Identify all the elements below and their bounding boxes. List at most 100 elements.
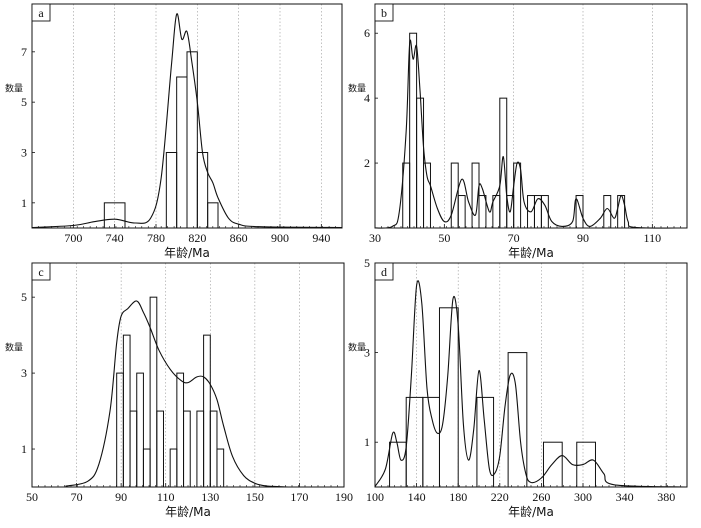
y-tick-label: 6: [364, 26, 370, 40]
x-tick-label: 300: [574, 490, 592, 504]
histogram-bar: [513, 162, 522, 229]
x-tick-label: 340: [616, 490, 634, 504]
histogram-bar: [196, 151, 209, 229]
x-axis-label: 年龄/Ma: [508, 505, 554, 519]
histogram-bar: [116, 372, 124, 488]
histogram-bar: [122, 334, 131, 488]
histogram-bar: [499, 97, 508, 229]
histogram-bar: [149, 296, 158, 488]
x-tick-label: 140: [408, 490, 426, 504]
plot-frame: [374, 262, 688, 488]
panel-letter-box: [374, 262, 394, 281]
x-tick-label: 380: [657, 490, 675, 504]
x-axis-label: 年龄/Ma: [165, 505, 211, 519]
x-tick-label: 220: [491, 490, 509, 504]
histogram-bar: [203, 334, 211, 488]
x-tick-label: 860: [230, 231, 248, 245]
y-axis-label: 数量: [5, 82, 23, 94]
x-tick-label: 50: [26, 490, 38, 504]
histogram-bar: [176, 76, 188, 229]
x-tick-label: 130: [201, 490, 219, 504]
x-tick-label: 190: [335, 490, 353, 504]
density-curve: [374, 280, 688, 488]
histogram-bar: [576, 441, 596, 488]
x-tick-label: 900: [271, 231, 289, 245]
y-tick-label: 2: [364, 156, 370, 170]
panel-letter: d: [381, 265, 387, 279]
histogram-bar: [216, 448, 225, 488]
x-axis-label: 年龄/Ma: [508, 246, 554, 260]
y-tick-label: 1: [364, 435, 370, 449]
x-tick-label: 740: [106, 231, 124, 245]
x-tick-label: 90: [577, 231, 589, 245]
x-tick-label: 100: [366, 490, 384, 504]
panel-letter-box: [31, 262, 51, 281]
histogram-bar: [142, 448, 151, 488]
x-tick-label: 150: [246, 490, 264, 504]
histogram-bar: [542, 441, 563, 488]
panel-letter: b: [381, 6, 387, 20]
histogram-bar: [416, 97, 425, 229]
histogram-bar: [478, 195, 487, 229]
x-axis-label: 年龄/Ma: [164, 246, 210, 260]
histogram-bar: [438, 307, 459, 488]
x-tick-label: 170: [290, 490, 308, 504]
y-tick-label: 7: [21, 45, 27, 59]
histogram-bar: [457, 195, 466, 229]
x-tick-label: 700: [64, 231, 82, 245]
plot-frame: [31, 262, 345, 488]
panel-letter: a: [38, 6, 44, 20]
y-axis-label: 数量: [348, 82, 366, 94]
x-tick-label: 110: [644, 231, 662, 245]
histogram-bar: [129, 410, 138, 488]
y-axis-label: 数量: [348, 341, 366, 353]
density-curve: [31, 13, 343, 229]
x-tick-label: 50: [438, 231, 450, 245]
panel-letter-box: [31, 3, 51, 22]
histogram-bar: [165, 151, 178, 229]
histogram-bar: [156, 410, 164, 488]
histogram-bar: [196, 410, 205, 488]
histogram-bar: [409, 32, 418, 229]
x-tick-label: 70: [71, 490, 83, 504]
histogram-bar: [207, 202, 219, 229]
y-axis-label: 数量: [5, 341, 23, 353]
y-tick-label: 5: [21, 290, 27, 304]
y-tick-label: 5: [21, 95, 27, 109]
y-tick-label: 1: [21, 196, 27, 210]
histogram-bar: [423, 162, 431, 229]
density-curve: [374, 39, 688, 229]
histogram-bar: [186, 51, 198, 229]
histogram-bar: [422, 396, 440, 488]
y-tick-label: 5: [364, 256, 370, 270]
x-tick-label: 940: [312, 231, 330, 245]
density-curve: [65, 300, 289, 488]
x-tick-label: 30: [369, 231, 381, 245]
y-tick-label: 4: [364, 91, 370, 105]
histogram-bar: [533, 195, 542, 229]
histogram-bar: [169, 448, 178, 488]
histogram-bar: [183, 410, 191, 488]
x-tick-label: 70: [508, 231, 520, 245]
x-tick-label: 780: [147, 231, 165, 245]
histogram-bar: [176, 372, 185, 488]
panel-letter-box: [374, 3, 394, 22]
y-tick-label: 3: [364, 346, 370, 360]
x-tick-label: 90: [115, 490, 127, 504]
x-tick-label: 820: [188, 231, 206, 245]
y-tick-label: 3: [21, 145, 27, 159]
x-tick-label: 180: [449, 490, 467, 504]
panel-letter: c: [38, 265, 43, 279]
x-tick-label: 110: [157, 490, 175, 504]
histogram-bar: [209, 410, 218, 488]
y-tick-label: 3: [21, 366, 27, 380]
histogram-bar: [136, 372, 144, 488]
histogram-bar: [450, 162, 459, 229]
y-tick-label: 1: [21, 442, 27, 456]
x-tick-label: 260: [532, 490, 550, 504]
